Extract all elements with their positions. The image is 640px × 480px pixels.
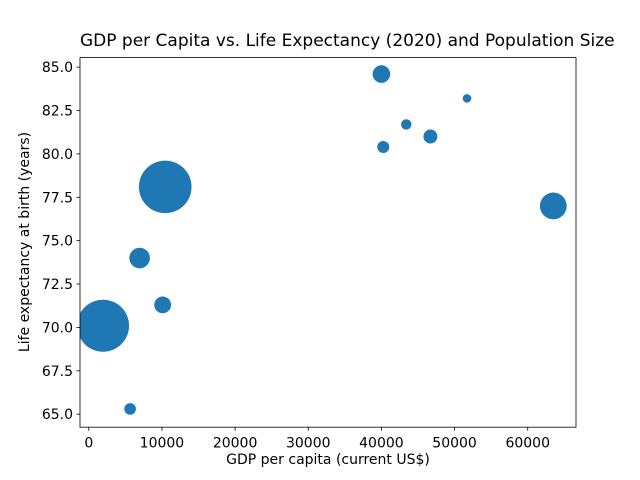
x-tick-label: 20000 <box>213 436 258 452</box>
data-points-group <box>80 65 567 415</box>
y-tick-label: 85.0 <box>42 60 73 76</box>
data-point <box>462 94 472 103</box>
data-point <box>372 65 391 83</box>
data-point <box>401 119 412 130</box>
y-tick-label: 80.0 <box>42 147 73 163</box>
y-tick-label: 72.5 <box>42 277 73 293</box>
x-axis-label: GDP per capita (current US$) <box>226 452 430 468</box>
x-tick-label: 60000 <box>505 436 550 452</box>
x-tick-label: 40000 <box>359 436 404 452</box>
x-tick-label: 50000 <box>432 436 477 452</box>
data-point <box>377 140 390 153</box>
y-tick-label: 65.0 <box>42 407 73 423</box>
y-tick-label: 77.5 <box>42 190 73 206</box>
data-point <box>129 247 150 269</box>
data-point <box>124 403 136 415</box>
data-point <box>138 160 192 214</box>
axes-frame <box>79 57 577 428</box>
data-point <box>80 299 130 352</box>
y-tick-label: 70.0 <box>42 320 73 336</box>
y-tick-label: 82.5 <box>42 104 73 120</box>
data-point <box>423 129 438 144</box>
data-point <box>154 296 172 314</box>
chart-title: GDP per Capita vs. Life Expectancy (2020… <box>80 31 615 51</box>
y-tick-label: 67.5 <box>42 364 73 380</box>
x-tick-label: 0 <box>84 436 93 452</box>
y-axis-label: Life expectancy at birth (years) <box>17 131 33 353</box>
y-tick-label: 75.0 <box>42 234 73 250</box>
x-tick-label: 10000 <box>140 436 185 452</box>
data-point <box>539 192 567 220</box>
x-tick-label: 30000 <box>286 436 331 452</box>
